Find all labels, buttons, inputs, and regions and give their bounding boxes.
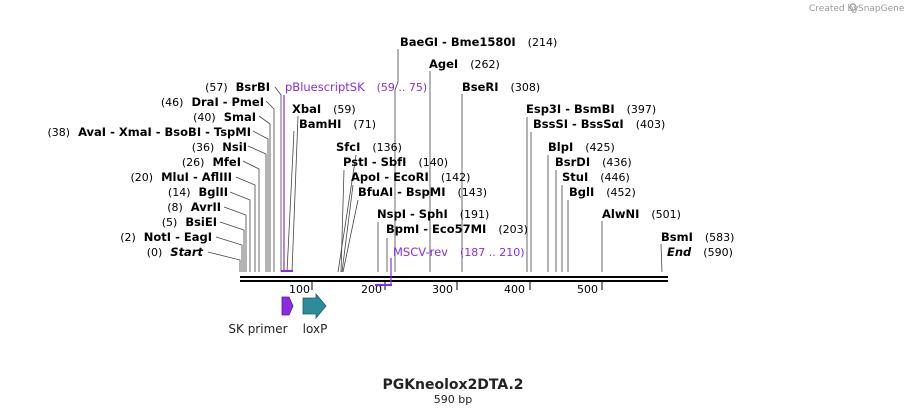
tick-label-500: 500 — [577, 283, 598, 296]
ruler — [311, 282, 603, 290]
map-title: PGKneolox2DTA.2 — [382, 377, 523, 393]
left-leader-lines — [207, 86, 282, 272]
feature-label-sk-primer: SK primer — [228, 322, 287, 336]
sk-primer-arrow — [281, 296, 294, 316]
enzyme-label-bamhi: BamHI (71) — [299, 117, 376, 131]
enzyme-label-end: End (590) — [667, 245, 733, 259]
enzyme-label-noti-eagi: (2) NotI - EagI — [120, 230, 212, 244]
feature-label-loxp: loxP — [303, 322, 328, 336]
tick-label-300: 300 — [432, 283, 453, 296]
tick-label-200: 200 — [361, 283, 382, 296]
enzyme-label-bsrdi: BsrDI (436) — [555, 155, 632, 169]
enzyme-label-bpmi-eco57mi: BpmI - Eco57MI (203) — [386, 222, 528, 236]
enzyme-label-bfuai-bspmi: BfuAI - BspMI (143) — [358, 185, 487, 199]
enzyme-label-xbai: XbaI (59) — [292, 102, 356, 116]
mscv-rev-marker — [375, 258, 392, 286]
enzyme-label-bglii: (14) BglII — [168, 185, 228, 199]
enzyme-label-bsssi-bsssai: BssSI - BssSαI (403) — [533, 117, 665, 131]
enzyme-label-start: (0) Start — [147, 245, 204, 259]
loxp-arrow — [302, 292, 327, 320]
enzyme-label-bsiei: (5) BsiEI — [162, 215, 217, 229]
sequence-backbone — [240, 276, 668, 282]
map-subtitle: 590 bp — [434, 393, 472, 406]
enzyme-label-blpi: BlpI (425) — [548, 140, 615, 154]
snapgene-logo — [849, 3, 857, 13]
enzyme-label-stui: StuI (446) — [562, 170, 630, 184]
enzyme-label-psti-sbfi: PstI - SbfI (140) — [343, 155, 448, 169]
tick-label-400: 400 — [504, 283, 525, 296]
feature-label-mscv-rev: MSCV-rev (187 .. 210) — [393, 245, 525, 259]
enzyme-label-bsmi: BsmI (583) — [661, 230, 734, 244]
tick-label-100: 100 — [289, 283, 310, 296]
enzyme-label-mfei: (26) MfeI — [182, 155, 241, 169]
feature-label-pbluescriptsk: pBluescriptSK (59 .. 75) — [285, 80, 427, 94]
enzyme-label-esp3i-bsmbi: Esp3I - BsmBI (397) — [526, 102, 656, 116]
pbluescriptsk-marker — [281, 95, 293, 272]
enzyme-label-smai: (40) SmaI — [193, 110, 256, 124]
enzyme-label-nspi-sphi: NspI - SphI (191) — [377, 207, 489, 221]
enzyme-label-apoi-ecori: ApoI - EcoRI (142) — [351, 170, 470, 184]
enzyme-label-baegi-bme1580i: BaeGI - Bme1580I (214) — [400, 35, 557, 49]
brand-name: SnapGene — [858, 4, 905, 14]
enzyme-label-drai-pmei: (46) DraI - PmeI — [161, 95, 264, 109]
enzyme-label-nsii: (36) NsiI — [192, 140, 247, 154]
enzyme-label-alwni: AlwNI (501) — [602, 207, 681, 221]
right-leader-lines — [286, 49, 663, 273]
enzyme-label-mlui-afliii: (20) MluI - AflIII — [131, 170, 233, 184]
enzyme-label-avai-group: (38) AvaI - XmaI - BsoBI - TspMI — [47, 125, 251, 139]
enzyme-label-agei: AgeI (262) — [429, 57, 500, 71]
enzyme-label-bsrbi: (57) BsrBI — [205, 80, 270, 94]
enzyme-label-bgli: BglI (452) — [569, 185, 636, 199]
enzyme-label-avrii: (8) AvrII — [167, 200, 221, 214]
enzyme-label-sfci: SfcI (136) — [336, 140, 402, 154]
enzyme-label-bseri: BseRI (308) — [462, 80, 540, 94]
watermark-text: Created by — [809, 4, 859, 14]
